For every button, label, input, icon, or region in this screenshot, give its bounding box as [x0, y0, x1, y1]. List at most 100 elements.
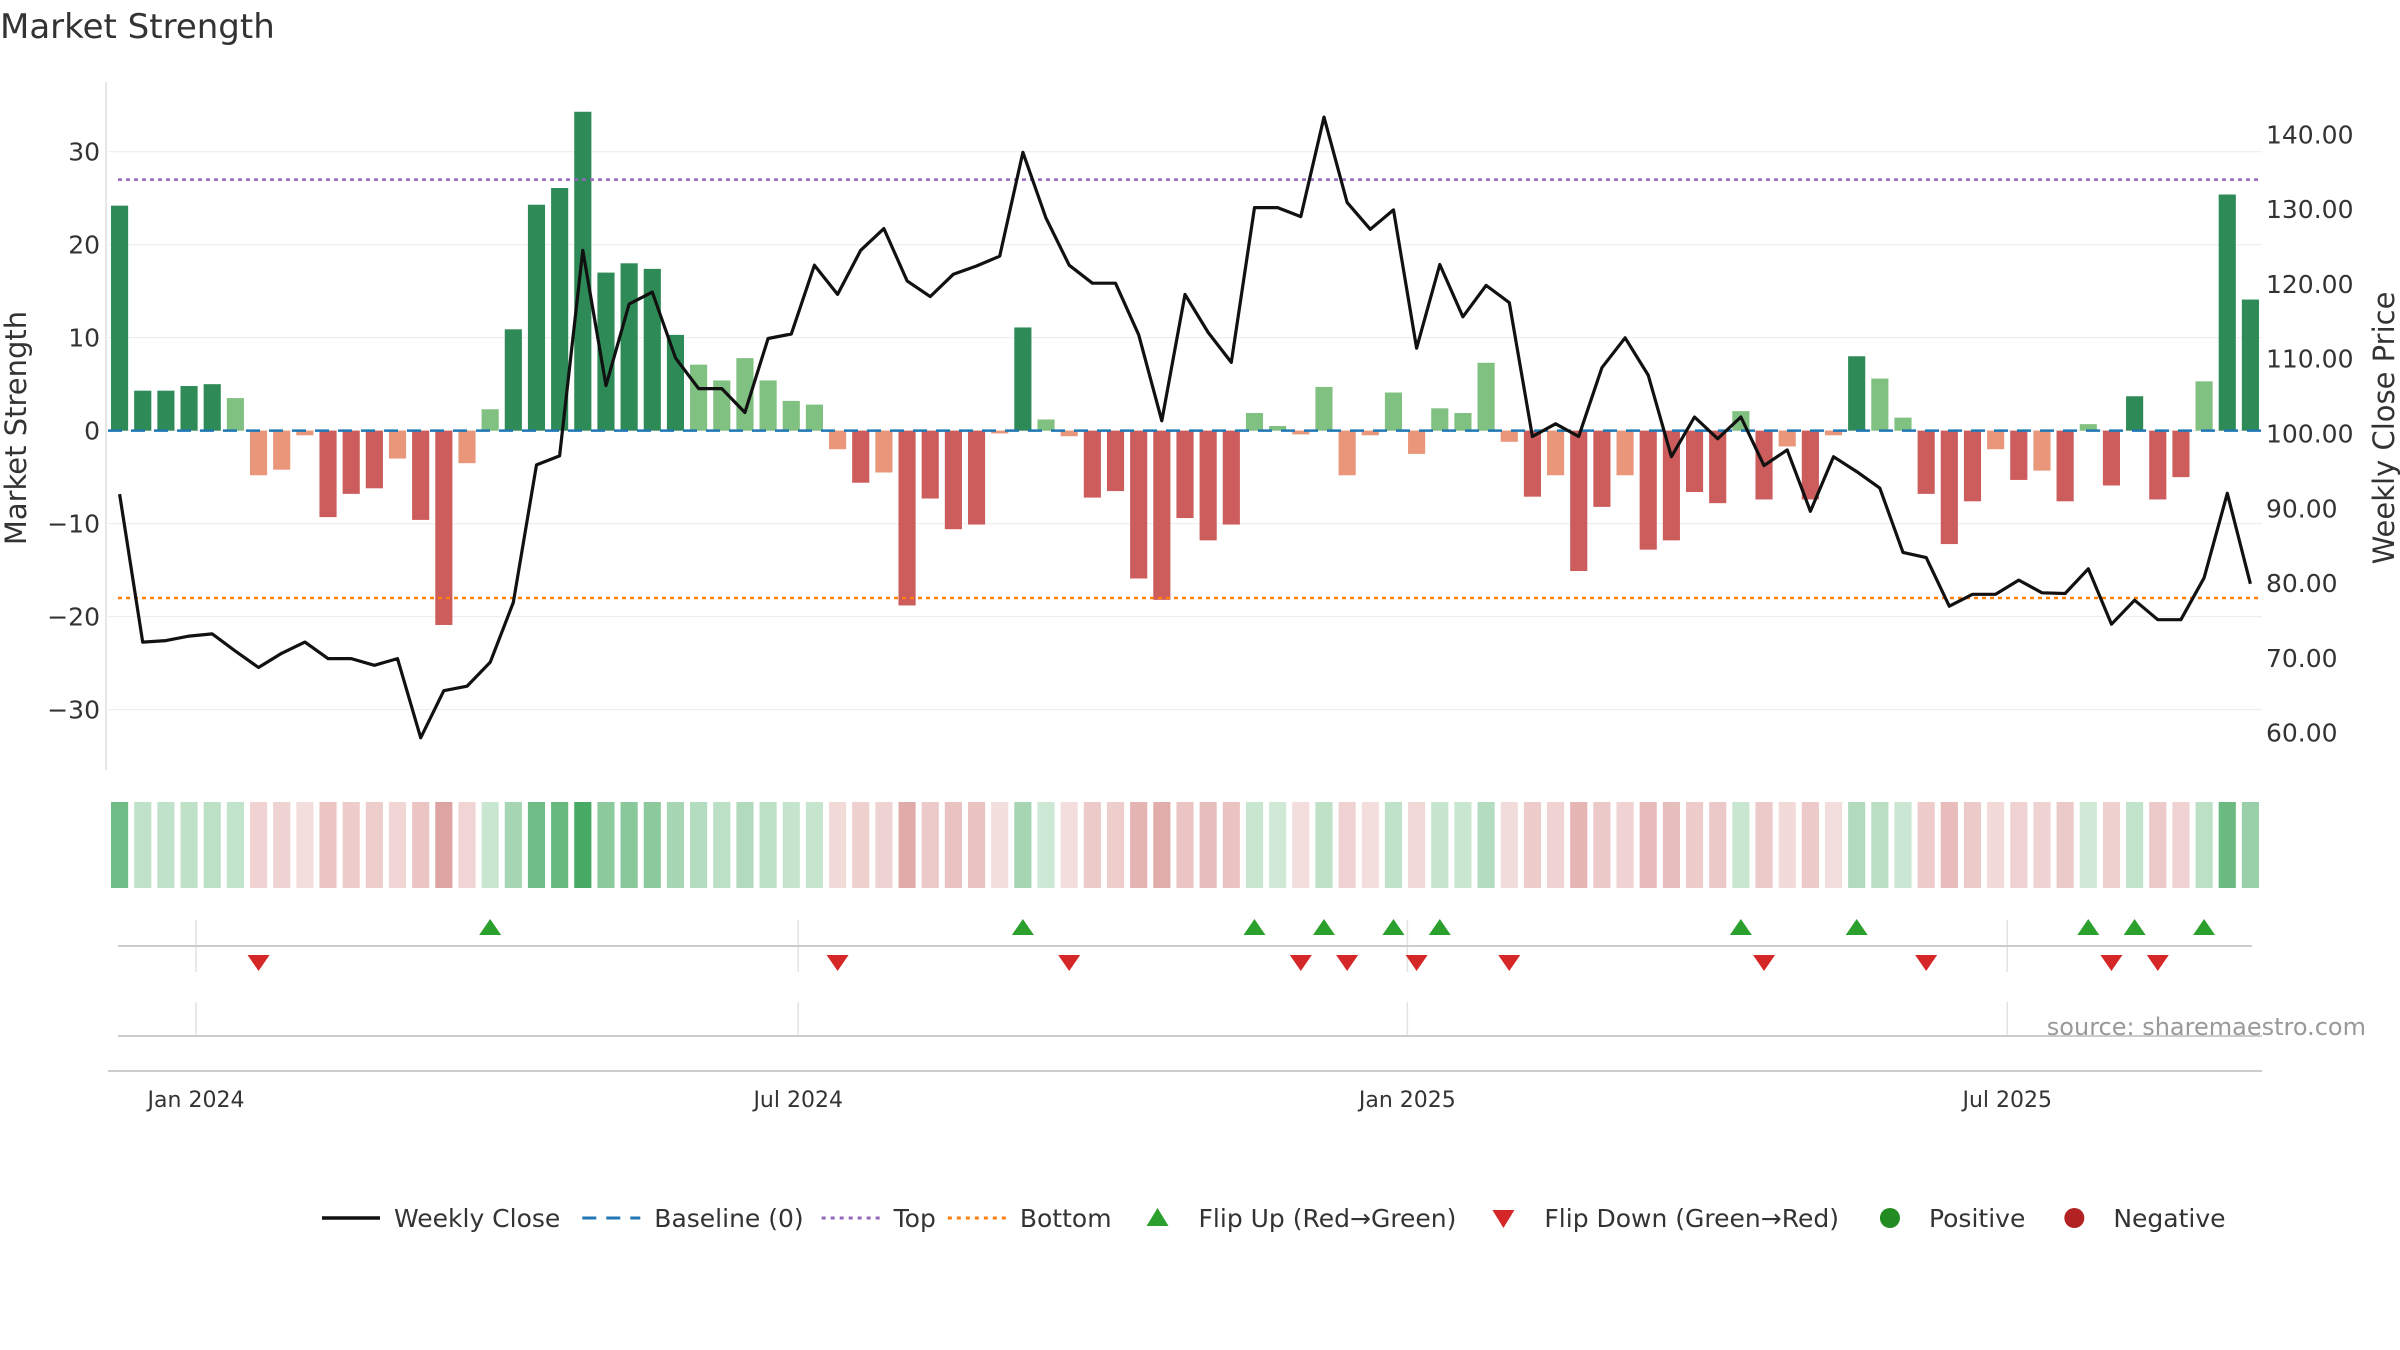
heat-cell	[1269, 802, 1287, 888]
heat-cell	[1709, 802, 1727, 888]
heat-cell	[388, 802, 407, 888]
heat-cell	[2079, 802, 2097, 888]
heat-cell	[1755, 802, 1773, 888]
strength-bar	[2102, 430, 2121, 486]
heat-cell	[2241, 802, 2259, 888]
date-tick-label: Jul 2025	[1960, 1088, 2052, 1113]
heat-cell	[597, 802, 615, 888]
heat-cell	[1662, 802, 1680, 888]
strength-bar	[1894, 417, 1912, 431]
strength-bar	[1199, 430, 1217, 541]
strength-bar	[1269, 426, 1287, 431]
heat-cell	[273, 802, 291, 888]
heat-cell	[1083, 802, 1101, 888]
heat-cell	[1871, 802, 1889, 888]
heat-cell	[805, 802, 823, 888]
heat-cell	[527, 802, 546, 888]
strength-bar	[898, 430, 916, 606]
right-tick-label: 80.00	[2266, 569, 2338, 598]
strength-bar	[2056, 430, 2074, 502]
heat-cell	[1431, 802, 1449, 888]
strength-bar	[273, 430, 291, 470]
strength-bar	[574, 111, 592, 431]
legend-item: Weekly Close	[322, 1204, 560, 1233]
right-tick-label: 120.00	[2266, 270, 2353, 299]
strength-bar	[1083, 430, 1101, 498]
strength-bar	[991, 430, 1009, 434]
heat-cell	[643, 802, 661, 888]
strength-bar	[1500, 430, 1518, 442]
strength-bar	[1176, 430, 1194, 519]
heat-cell	[1408, 802, 1426, 888]
heat-cell	[1547, 802, 1565, 888]
heat-cell	[1106, 802, 1125, 888]
heat-cell	[365, 802, 383, 888]
left-tick-label: 10	[68, 324, 100, 353]
heat-cell	[1848, 802, 1866, 888]
heat-cell	[319, 802, 337, 888]
flip-down-marker	[1058, 955, 1081, 971]
strength-bar	[1778, 430, 1796, 447]
strength-bar	[412, 430, 430, 520]
heat-cell	[875, 802, 893, 888]
heat-cell	[690, 802, 708, 888]
strength-bar	[1106, 430, 1125, 492]
legend-label: Flip Up (Red→Green)	[1199, 1204, 1457, 1233]
strength-bar	[1060, 430, 1078, 437]
heat-cell	[1500, 802, 1518, 888]
heat-cell	[1523, 802, 1541, 888]
strength-bar	[504, 329, 522, 431]
left-tick-label: −10	[47, 510, 100, 539]
strength-bar	[2241, 299, 2259, 431]
heat-cell	[134, 802, 152, 888]
legend-swatch	[1879, 1208, 1900, 1228]
heat-cell	[2102, 802, 2121, 888]
heat-cell	[1685, 802, 1704, 888]
heat-cell	[226, 802, 244, 888]
strength-bar	[829, 430, 847, 450]
heat-cell	[736, 802, 754, 888]
strength-bar	[875, 430, 893, 473]
heat-cell	[1917, 802, 1935, 888]
axes: 30 20 10 0 −10 −20 −30 140.00 130.00 120.00 110.00…	[47, 82, 2353, 770]
source-label: source: sharemaestro.com	[2047, 1013, 2366, 1041]
heat-cell	[1060, 802, 1078, 888]
right-tick-label: 60.00	[2266, 719, 2338, 748]
legend-swatch	[2064, 1208, 2085, 1228]
heat-cell	[1338, 802, 1356, 888]
strength-bar	[967, 430, 986, 525]
legend-swatch	[1492, 1210, 1515, 1228]
left-tick-label: −20	[47, 603, 100, 632]
strength-bar	[226, 398, 244, 431]
legend-item: Baseline (0)	[582, 1204, 804, 1233]
strength-bar	[1662, 430, 1680, 541]
legend-item: Negative	[2064, 1204, 2226, 1233]
heat-cell	[111, 802, 129, 888]
heat-cell	[1130, 802, 1148, 888]
strength-bar	[1037, 419, 1055, 431]
left-tick-label: 0	[84, 417, 100, 446]
y-axis-label-right: Weekly Close Price	[2367, 292, 2400, 565]
legend-label: Positive	[1929, 1204, 2025, 1233]
heat-cell	[342, 802, 360, 888]
strength-bar	[2010, 430, 2028, 480]
legend-label: Negative	[2113, 1204, 2225, 1233]
heat-cell	[713, 802, 731, 888]
left-tick-label: 20	[68, 231, 100, 260]
heat-cell	[1616, 802, 1634, 888]
heat-cell	[944, 802, 962, 888]
strength-bar	[527, 204, 546, 431]
heat-cell	[574, 802, 592, 888]
strength-heat-strip	[111, 802, 2259, 888]
flip-down-marker	[1753, 955, 1776, 971]
weekly-close-line	[118, 115, 2252, 740]
flip-down-marker	[1915, 955, 1938, 971]
strength-bar	[1963, 430, 1982, 502]
legend-label: Bottom	[1020, 1204, 1112, 1233]
strength-bar	[643, 268, 661, 431]
strength-bar	[666, 334, 685, 431]
strength-bar	[1245, 412, 1264, 431]
strength-bar	[1593, 430, 1611, 507]
right-tick-label: 130.00	[2266, 195, 2353, 224]
heat-cell	[1037, 802, 1055, 888]
